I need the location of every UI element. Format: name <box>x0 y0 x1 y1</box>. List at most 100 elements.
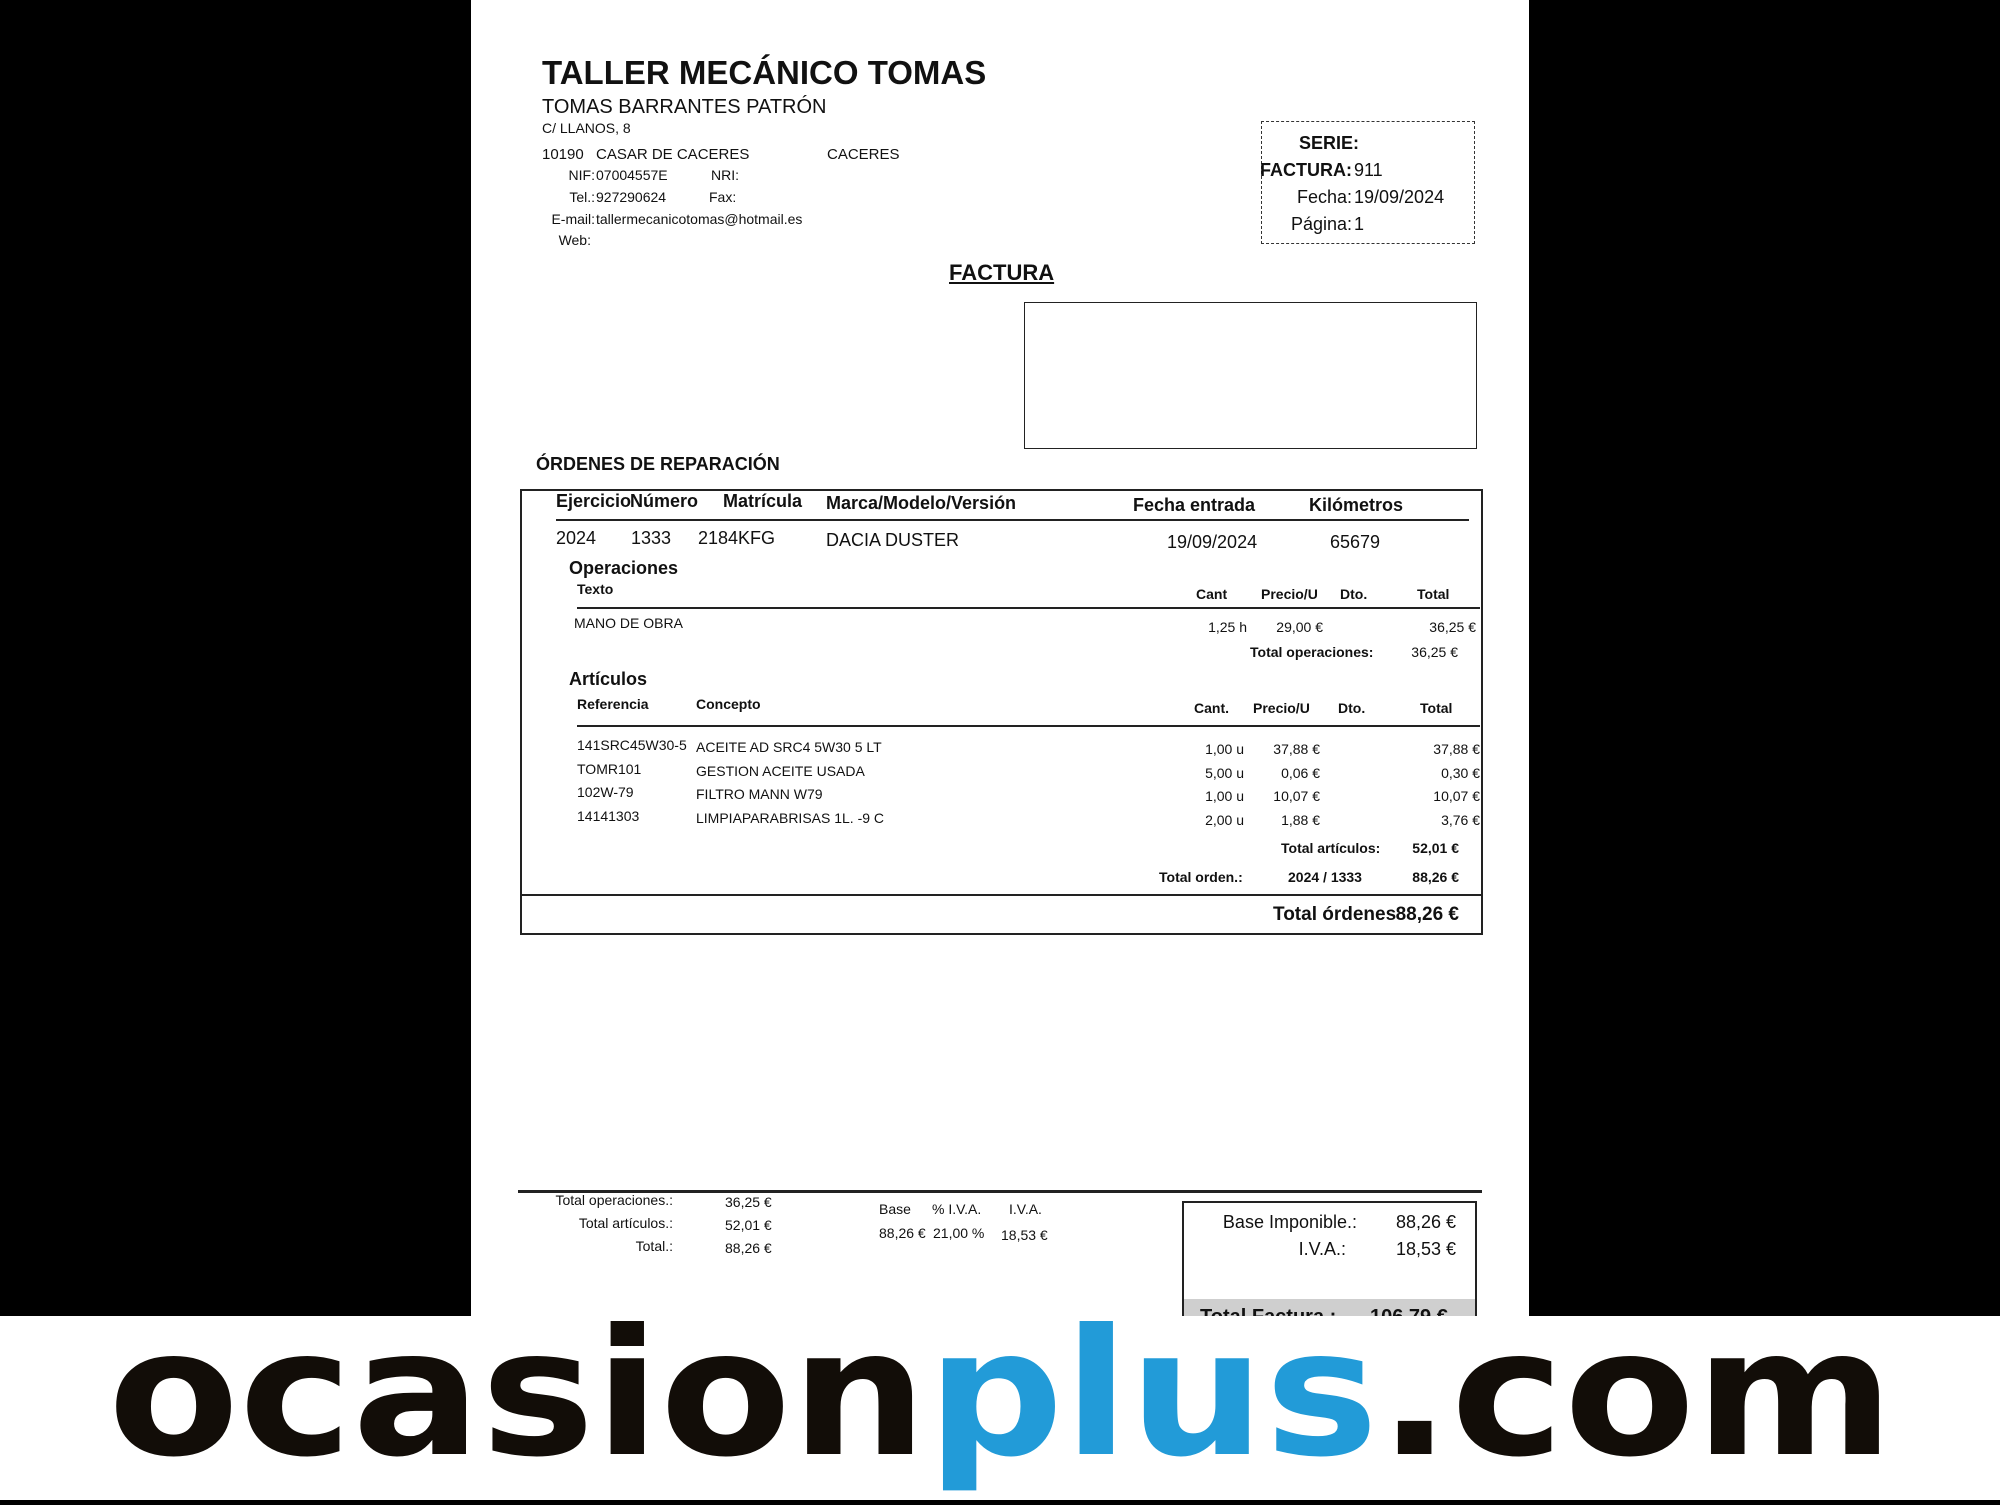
col-texto: Texto <box>577 581 614 597</box>
articulo-precio: 37,88 € <box>1273 741 1320 757</box>
fecha-label: Fecha: <box>1296 187 1352 207</box>
logo-part-com: .com <box>1378 1316 1894 1496</box>
footer-ops: 36,25 € <box>725 1194 772 1210</box>
base-imponible: 88,26 € <box>1395 1212 1456 1232</box>
tel: 927290624 <box>596 189 667 205</box>
iva-label: I.V.A.: <box>1298 1239 1346 1259</box>
op-texto: MANO DE OBRA <box>574 615 683 631</box>
web-label: Web: <box>558 232 591 248</box>
email-label: E-mail: <box>551 211 595 227</box>
articulo-concepto: GESTION ACEITE USADA <box>696 763 865 779</box>
articulo-ref: TOMR101 <box>577 761 642 777</box>
col-total: Total <box>1420 700 1453 716</box>
logo-part-ocasion: ocasion <box>108 1316 927 1496</box>
footer-divider <box>518 1190 1482 1193</box>
total-operaciones-label: Total operaciones: <box>1250 644 1374 660</box>
invoice-info-box: SERIE: FACTURA: 911 Fecha: 19/09/2024 Pá… <box>1260 121 1475 244</box>
op-precio: 29,00 € <box>1276 619 1323 635</box>
company-owner: TOMAS BARRANTES PATRÓN <box>542 96 827 118</box>
articulo-precio: 1,88 € <box>1281 812 1320 828</box>
client-address-box <box>1024 302 1477 449</box>
fax-label: Fax: <box>709 189 737 205</box>
articulo-concepto: ACEITE AD SRC4 5W30 5 LT <box>696 739 882 755</box>
logo-part-plus: plus <box>927 1316 1378 1496</box>
col-concepto: Concepto <box>696 696 761 712</box>
email: tallermecanicotomas@hotmail.es <box>596 211 803 227</box>
pagina: 1 <box>1354 214 1365 234</box>
iva-col-pct: % I.V.A. <box>932 1201 982 1217</box>
total-articulos-label: Total artículos: <box>1281 840 1381 856</box>
iva-total: 18,53 € <box>1395 1239 1456 1259</box>
col-cant: Cant. <box>1194 700 1229 716</box>
articulos-title: Artículos <box>569 669 648 689</box>
iva-col-iva: I.V.A. <box>1009 1201 1042 1217</box>
divider <box>577 725 1480 727</box>
city: CASAR DE CACERES <box>596 146 750 163</box>
col-referencia: Referencia <box>577 696 649 712</box>
col-dto: Dto. <box>1338 700 1366 716</box>
op-total: 36,25 € <box>1429 619 1476 635</box>
company-address: C/ LLANOS, 8 <box>542 120 631 136</box>
total-articulos: 52,01 € <box>1412 840 1459 856</box>
base-imponible-label: Base Imponible.: <box>1222 1212 1357 1232</box>
articulo-cant: 1,00 u <box>1205 741 1244 757</box>
articulo-ref: 14141303 <box>577 808 640 824</box>
order-km: 65679 <box>1330 532 1381 552</box>
col-fecha-entrada: Fecha entrada <box>1133 495 1256 515</box>
articulo-total: 10,07 € <box>1433 788 1480 804</box>
ocasionplus-logo: ocasion plus .com <box>108 1293 1894 1496</box>
order-fecha: 19/09/2024 <box>1167 532 1258 552</box>
nif: 07004557E <box>596 167 668 183</box>
footer-ops-label: Total operaciones.: <box>555 1192 673 1208</box>
articulo-precio: 0,06 € <box>1281 765 1320 781</box>
articulo-total: 0,30 € <box>1441 765 1480 781</box>
articulo-cant: 5,00 u <box>1205 765 1244 781</box>
total-operaciones: 36,25 € <box>1411 644 1458 660</box>
col-matricula: Matrícula <box>723 491 803 511</box>
articulo-precio: 10,07 € <box>1273 788 1320 804</box>
col-dto: Dto. <box>1340 586 1368 602</box>
postal-code: 10190 <box>542 146 584 163</box>
articulo-cant: 1,00 u <box>1205 788 1244 804</box>
order-ejercicio: 2024 <box>556 528 597 548</box>
serie-label: SERIE: <box>1299 133 1360 153</box>
total-factura: 106,79 € <box>1370 1307 1448 1316</box>
total-ordenes-label: Total órdenes <box>1273 904 1397 925</box>
province: CACERES <box>827 146 900 163</box>
iva-pct: 21,00 % <box>933 1225 985 1241</box>
articulo-total: 3,76 € <box>1441 812 1480 828</box>
col-numero: Número <box>630 491 699 511</box>
nif-label: NIF: <box>568 167 595 183</box>
col-kilometros: Kilómetros <box>1309 495 1404 515</box>
orders-table <box>520 489 1483 935</box>
articulo-cant: 2,00 u <box>1205 812 1244 828</box>
articulo-total: 37,88 € <box>1433 741 1480 757</box>
document-title: FACTURA <box>949 260 1055 285</box>
articulo-concepto: FILTRO MANN W79 <box>696 786 823 802</box>
op-cant: 1,25 h <box>1208 619 1247 635</box>
articulo-ref: 141SRC45W30-5 <box>577 737 687 753</box>
col-precio: Precio/U <box>1253 700 1310 716</box>
watermark-band: ocasion plus .com <box>0 1293 2000 1500</box>
articulo-ref: 102W-79 <box>577 784 634 800</box>
nri-label: NRI: <box>711 167 739 183</box>
col-ejercicio: Ejercicio <box>556 491 632 511</box>
operaciones-title: Operaciones <box>569 558 679 578</box>
totals-box: Base Imponible.: 88,26 € I.V.A.: 18,53 €… <box>1182 1201 1477 1316</box>
footer-total: 88,26 € <box>725 1240 772 1256</box>
tel-label: Tel.: <box>569 189 595 205</box>
iva-amount: 18,53 € <box>1001 1227 1048 1243</box>
order-vehicle: DACIA DUSTER <box>826 530 960 550</box>
total-ordenes: 88,26 € <box>1395 904 1459 925</box>
iva-base: 88,26 € <box>879 1225 926 1241</box>
total-factura-label: Total Factura : <box>1200 1307 1336 1316</box>
col-precio: Precio/U <box>1261 586 1318 602</box>
order-matricula: 2184KFG <box>698 528 776 548</box>
divider <box>520 894 1483 896</box>
total-orden: 88,26 € <box>1412 869 1459 885</box>
orders-title: ÓRDENES DE REPARACIÓN <box>536 454 780 474</box>
factura-number: 911 <box>1354 160 1383 180</box>
total-orden-ref: 2024 / 1333 <box>1288 869 1362 885</box>
factura-label: FACTURA: <box>1260 160 1352 180</box>
